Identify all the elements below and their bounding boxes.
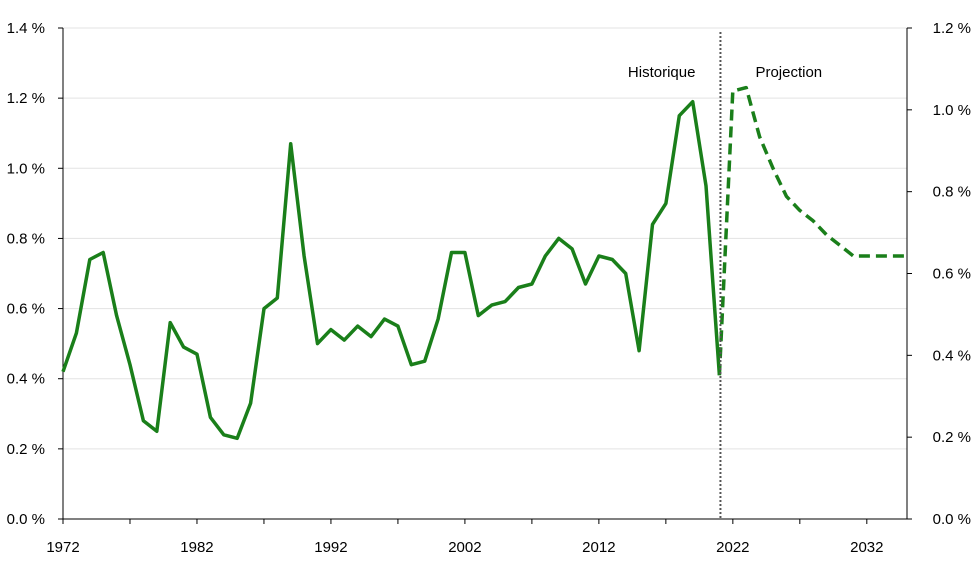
x-tick-label: 1992	[314, 539, 347, 556]
x-tick-label: 2002	[448, 539, 481, 556]
y-left-tick-label: 1.0 %	[7, 160, 45, 177]
gridlines	[63, 27, 907, 450]
y-left-tick-label: 0.6 %	[7, 301, 45, 318]
x-tick-label: 1972	[46, 539, 79, 556]
y-right-tick-label: 0.4 %	[933, 347, 971, 364]
x-tick-label: 2022	[716, 539, 749, 556]
annotations: Historique Projection	[628, 32, 822, 519]
y-left-tick-label: 0.2 %	[7, 441, 45, 458]
y-right-tick-label: 0.2 %	[933, 429, 971, 446]
x-tick-label: 2012	[582, 539, 615, 556]
historical-series-line	[61, 99, 722, 441]
y-right-tick-label: 1.2 %	[933, 20, 971, 37]
annotation-projection: Projection	[755, 64, 822, 81]
annotation-historical: Historique	[628, 64, 696, 81]
y-right-tick-label: 0.0 %	[933, 511, 971, 528]
x-tick-label: 2032	[850, 539, 883, 556]
series-lines	[61, 85, 907, 441]
tick-labels: 0.0 % 0.2 % 0.4 % 0.6 % 0.8 % 1.0 % 1.2 % 1.4 %…	[7, 20, 971, 556]
y-left-tick-label: 1.2 %	[7, 90, 45, 107]
y-left-tick-label: 0.0 %	[7, 511, 45, 528]
x-tick-label: 1982	[180, 539, 213, 556]
y-left-tick-label: 1.4 %	[7, 20, 45, 37]
y-right-tick-label: 1.0 %	[933, 102, 971, 119]
y-left-tick-label: 0.4 %	[7, 371, 45, 388]
y-right-tick-label: 0.8 %	[933, 184, 971, 201]
y-left-tick-label: 0.8 %	[7, 230, 45, 247]
axes	[58, 27, 912, 524]
y-right-tick-label: 0.6 %	[933, 266, 971, 283]
projection-series-line	[717, 85, 907, 376]
